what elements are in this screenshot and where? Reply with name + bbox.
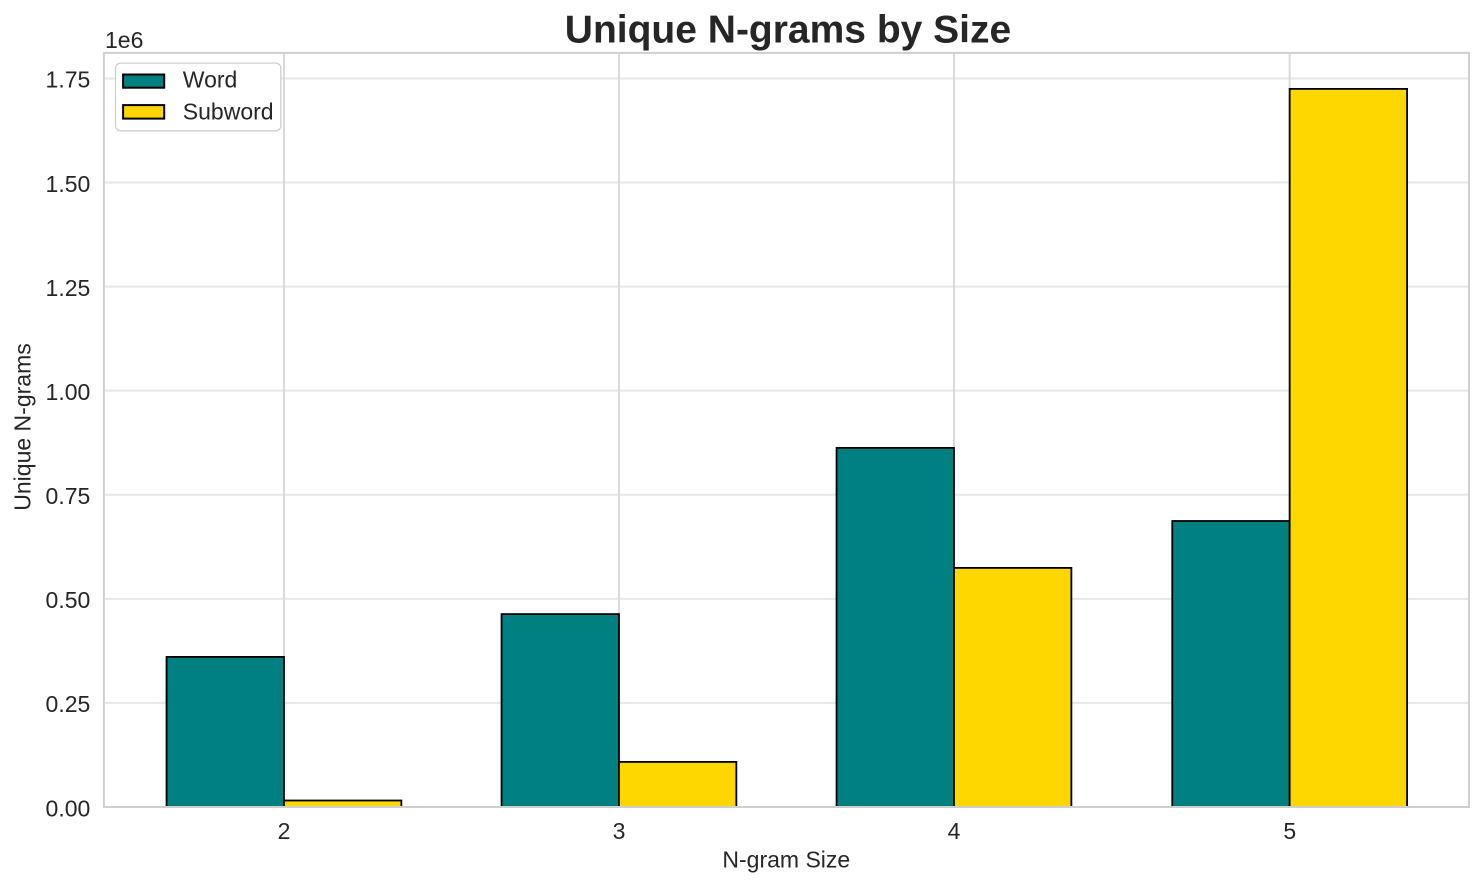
svg-text:0.25: 0.25 <box>46 691 91 717</box>
svg-text:1e6: 1e6 <box>105 27 143 53</box>
svg-text:2: 2 <box>278 818 291 844</box>
svg-text:4: 4 <box>948 818 961 844</box>
svg-text:3: 3 <box>613 818 626 844</box>
svg-text:0.75: 0.75 <box>46 483 91 509</box>
svg-text:Word: Word <box>183 67 238 93</box>
svg-text:Unique N-grams: Unique N-grams <box>10 343 36 510</box>
svg-text:5: 5 <box>1283 818 1296 844</box>
svg-text:1.25: 1.25 <box>46 275 91 301</box>
svg-text:1.75: 1.75 <box>46 67 91 93</box>
svg-text:N-gram Size: N-gram Size <box>722 847 850 873</box>
svg-text:1.00: 1.00 <box>46 379 91 405</box>
svg-text:Unique N-grams by Size: Unique N-grams by Size <box>565 8 1011 51</box>
svg-text:Subword: Subword <box>183 98 274 124</box>
svg-text:0.50: 0.50 <box>46 587 91 613</box>
svg-text:1.50: 1.50 <box>46 171 91 197</box>
svg-text:0.00: 0.00 <box>46 795 91 821</box>
